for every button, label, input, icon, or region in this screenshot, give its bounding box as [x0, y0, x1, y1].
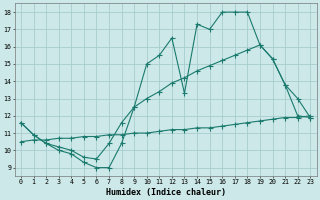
- X-axis label: Humidex (Indice chaleur): Humidex (Indice chaleur): [106, 188, 226, 197]
